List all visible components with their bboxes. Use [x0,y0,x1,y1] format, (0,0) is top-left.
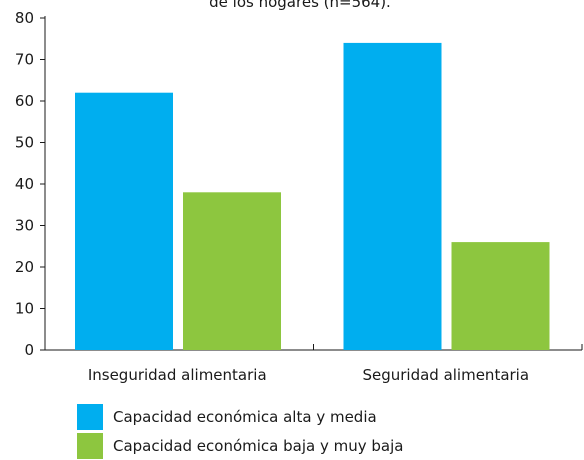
bar-low-inseguridad [183,192,281,350]
bar-high-seguridad [343,42,442,351]
bars [75,42,550,351]
y-tick-label: 30 [15,217,34,235]
chart-title: de los hogares (n=564). [209,0,391,11]
category-label: Inseguridad alimentaria [88,366,267,384]
y-tick-label: 10 [15,300,34,318]
bar-low-seguridad [451,242,550,350]
bar-high-inseguridad [75,92,173,350]
y-tick-label: 40 [15,175,34,193]
y-tick-label: 70 [15,51,34,69]
y-tick-label: 60 [15,92,34,110]
category-label: Seguridad alimentaria [362,366,529,384]
y-tick-label: 50 [15,134,34,152]
y-tick-label: 0 [24,341,34,359]
legend-item-high: Capacidad económica alta y media [77,402,403,431]
legend-item-low: Capacidad económica baja y muy baja [77,431,403,460]
legend-label-high: Capacidad económica alta y media [113,407,377,426]
legend-swatch-high [77,403,103,430]
legend-swatch-low [77,432,103,459]
y-tick-label: 20 [15,258,34,276]
category-labels: Inseguridad alimentaria Seguridad aliment… [88,366,529,384]
y-tick-label: 80 [15,9,34,27]
legend-label-low: Capacidad económica baja y muy baja [113,436,404,455]
legend: Capacidad económica alta y media Capacid… [77,402,403,460]
y-axis: 0 10 20 30 40 50 60 70 80 [15,9,46,359]
bar-chart: de los hogares (n=564). 0 10 20 30 40 50 60 70 8… [15,0,583,384]
